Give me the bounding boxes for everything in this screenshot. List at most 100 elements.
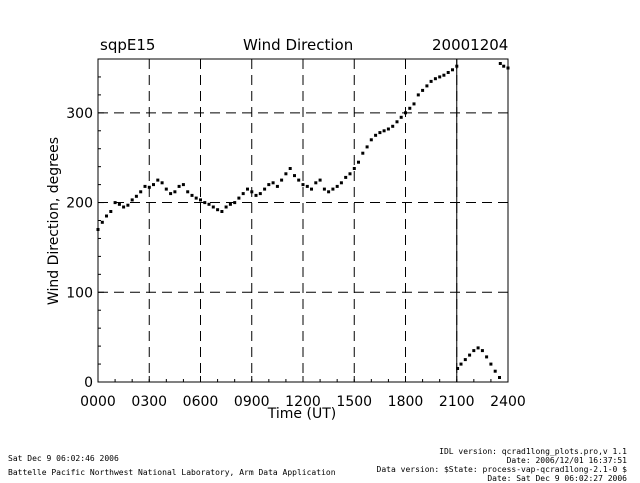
data-point [100,220,104,224]
data-point [476,346,480,350]
data-point [502,64,506,68]
data-point [456,367,460,370]
x-tick-label: 1800 [388,394,424,410]
data-point [109,210,113,213]
data-point [301,183,305,187]
x-axis-label: Time (UT) [267,406,336,422]
data-point [374,133,378,137]
data-point [284,172,288,176]
site-label: sqpE15 [100,36,156,54]
data-point [134,194,138,198]
data-point [446,71,450,74]
lab-credit: Battelle Pacific Northwest National Labo… [8,468,336,477]
data-point [365,145,369,149]
grid-lines [98,59,508,382]
data-date: Date: Sat Dec 9 06:02:27 2006 [487,474,627,483]
idl-version: IDL version: qcrad1long_plots.pro,v 1.1 [439,447,627,456]
data-point [280,178,284,182]
data-point [344,175,348,179]
data-point [169,192,173,196]
y-tick-labels: 0 100 200 300 [66,106,93,391]
data-point [314,181,318,185]
axis-ticks [97,76,509,383]
data-point [258,192,262,196]
y-tick-label: 0 [84,375,93,391]
data-point [139,190,143,194]
data-point [408,106,412,110]
data-point [181,183,185,187]
data-point [173,190,177,194]
data-point [369,138,373,142]
data-point [156,178,160,182]
data-point [271,181,275,185]
data-point [199,198,202,202]
data-point [425,84,429,88]
data-point [275,184,279,188]
created-timestamp: Sat Dec 9 06:02:46 2006 [8,454,119,463]
data-point [451,68,454,72]
data-point [250,190,254,194]
data-point [186,190,190,194]
data-point [480,349,484,353]
data-point [472,349,476,353]
data-point [485,355,489,359]
data-point [160,181,164,185]
data-point [164,187,168,191]
data-point [117,202,121,206]
data-point [412,102,416,106]
data-point [339,181,343,185]
data-point [220,210,224,213]
data-point [421,88,425,92]
data-point [207,202,211,206]
data-point [498,376,501,379]
data-point [194,196,198,200]
data-point [348,172,352,176]
x-tick-label: 0600 [183,394,219,410]
x-tick-labels: 0000 0300 0600 0900 1200 1500 1800 2100 2400 [80,394,526,410]
data-point [399,115,403,119]
data-point [318,178,322,182]
data-point [143,184,147,188]
data-point [233,201,237,205]
data-version: Data version: $State: process-vap-qcrad1… [376,465,627,474]
data-point [105,214,108,218]
data-point [433,77,437,81]
data-point [352,167,356,170]
data-point [395,120,399,124]
data-point [228,202,232,206]
x-tick-label: 0000 [80,394,116,410]
data-point [361,151,365,155]
data-point [468,353,472,357]
data-point [493,369,497,373]
data-point [335,184,339,188]
data-point [459,362,463,366]
data-point [113,201,117,205]
data-point [293,174,296,178]
y-tick-label: 200 [66,196,93,212]
data-point [147,185,151,189]
data-point [224,205,228,209]
data-point [203,201,207,205]
data-point [130,198,134,202]
data-point [305,184,309,188]
data-point [331,187,335,191]
data-point [267,183,271,187]
data-point [216,208,220,212]
data-point [310,187,313,191]
data-point [498,62,502,65]
x-tick-label: 0900 [234,394,270,410]
data-point [386,127,390,131]
data-point [297,178,301,182]
x-tick-label: 1500 [336,394,372,410]
data-point [246,187,249,191]
data-point [126,203,130,207]
data-point [429,79,433,83]
y-tick-label: 300 [66,106,93,122]
x-tick-label: 2100 [439,394,475,410]
x-tick-label: 2400 [490,394,526,410]
data-point [288,167,292,170]
data-point [152,183,155,187]
data-point [463,358,467,362]
data-point [211,205,215,209]
